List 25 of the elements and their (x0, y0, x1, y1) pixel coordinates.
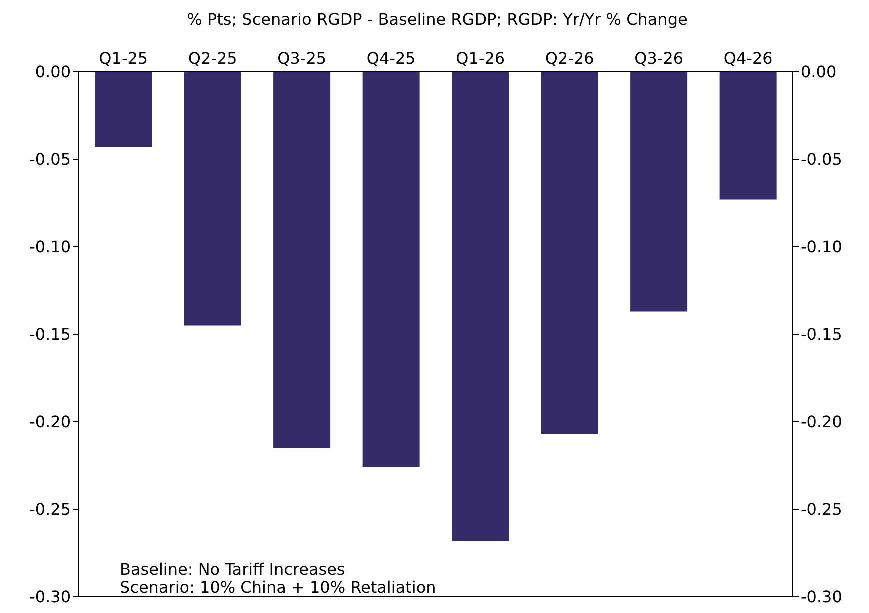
chart-subtitle: % Pts; Scenario RGDP - Baseline RGDP; RGDP: Yr/Yr % Change (186, 9, 689, 31)
x-tick-label: Q1-25 (99, 49, 148, 68)
y-tick-label: -0.10 (30, 238, 71, 257)
x-tick-label: Q4-25 (366, 49, 416, 68)
x-tick-label: Q3-26 (634, 49, 684, 68)
annotation: Scenario: 10% China + 10% Retaliation (120, 578, 436, 597)
y-tick-label: -0.15 (30, 325, 71, 344)
x-tick-label: Q3-25 (278, 49, 327, 68)
x-tick-label: Q4-26 (724, 49, 773, 68)
y-tick-label: 0.00 (35, 62, 71, 82)
y2-tick-label: -0.30 (801, 588, 842, 607)
y2-tick-label: -0.20 (801, 412, 842, 432)
x-tick-label: Q1-26 (456, 49, 506, 68)
y2-tick-label: -0.15 (801, 325, 842, 344)
y2-tick-label: -0.25 (801, 500, 842, 520)
y-tick-label: -0.05 (30, 150, 71, 170)
x-tick-label: Q2-26 (545, 49, 594, 68)
y2-tick-label: -0.10 (801, 238, 842, 257)
annotation: Baseline: No Tariff Increases (120, 560, 346, 579)
y-tick-label: -0.30 (30, 588, 71, 607)
y-tick-label: -0.25 (30, 500, 71, 520)
y2-tick-label: -0.05 (801, 150, 842, 170)
x-tick-label: Q2-25 (188, 49, 238, 68)
y-tick-label: -0.20 (30, 412, 71, 432)
y2-tick-label: 0.00 (801, 62, 837, 82)
